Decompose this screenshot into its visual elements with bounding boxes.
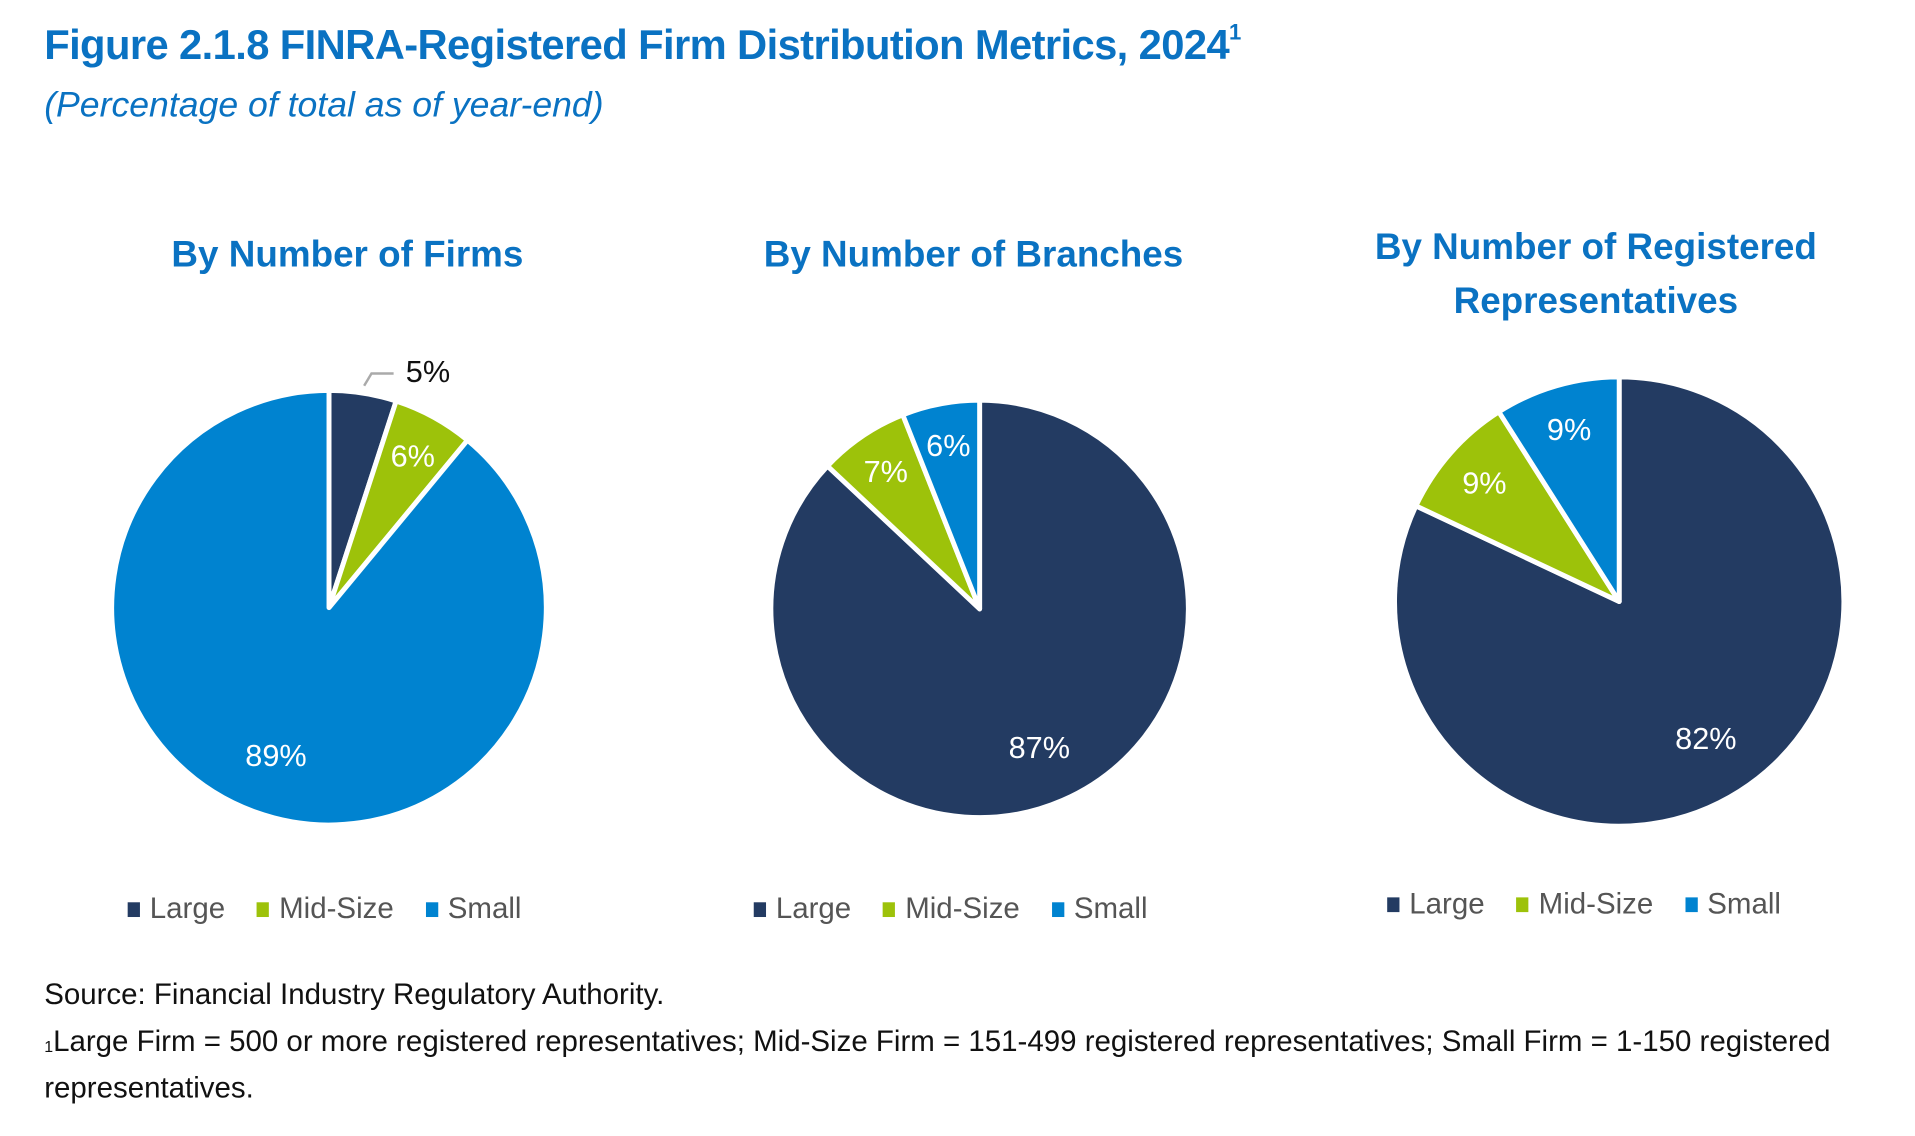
figure-title-text: Figure 2.1.8 FINRA-Registered Firm Distr… (44, 22, 1230, 69)
definition-note: 1Large Firm = 500 or more registered rep… (44, 1019, 1836, 1112)
pie-slice-large (768, 397, 1191, 820)
legend-label: Small (1707, 887, 1781, 921)
data-label: 7% (864, 454, 908, 489)
figure-subtitle: (Percentage of total as of year-end) (44, 85, 604, 126)
legend-swatch (753, 902, 767, 918)
data-label: 6% (391, 438, 435, 473)
chart-title-firms: By Number of Firms (171, 234, 524, 275)
legend-item-large: Large (753, 892, 852, 926)
legend-swatch (883, 902, 896, 918)
pie-slice-mid-size (1413, 409, 1622, 604)
data-label: 89% (245, 738, 306, 773)
legend-label: Large (149, 892, 226, 926)
chart-title-branches: By Number of Branches (763, 234, 1184, 275)
legend-item-small: Small (425, 892, 522, 926)
legend-swatch (127, 902, 140, 918)
data-label: 6% (926, 428, 970, 463)
legend-firms: Large Mid-Size Small (127, 892, 522, 926)
data-label: 82% (1675, 721, 1736, 756)
legend-item-small: Small (1051, 892, 1148, 926)
legend-reps: Large Mid-Size Small (1387, 888, 1781, 922)
note-marker: 1 (44, 1037, 54, 1056)
pie-slice-large (1392, 374, 1847, 829)
data-label: 87% (1009, 730, 1070, 765)
figure-title: Figure 2.1.8 FINRA-Registered Firm Distr… (44, 19, 1241, 70)
legend-item-mid-size: Mid-Size (257, 892, 394, 926)
pie-slice-small (1496, 374, 1622, 604)
legend-label: Mid-Size (279, 892, 394, 926)
leader-line (363, 372, 394, 387)
legend-swatch (1685, 897, 1698, 913)
legend-swatch (1516, 897, 1529, 913)
note-text: Large Firm = 500 or more registered repr… (44, 1025, 1831, 1105)
legend-label: Small (1073, 892, 1148, 926)
pie-slice-small (109, 387, 549, 828)
legend-swatch (257, 902, 270, 918)
legend-label: Large (775, 892, 852, 926)
legend-label: Small (447, 892, 522, 926)
legend-item-small: Small (1685, 888, 1781, 922)
legend-label: Mid-Size (905, 892, 1020, 926)
source-note: Source: Financial Industry Regulatory Au… (44, 978, 665, 1012)
legend-swatch (1387, 897, 1400, 913)
data-label: 9% (1462, 466, 1506, 501)
chart-title-reps: By Number of Registered Representatives (1374, 227, 1817, 322)
data-label: 5% (406, 354, 450, 389)
legend-item-mid-size: Mid-Size (1516, 887, 1654, 922)
footer: Source: Financial Industry Regulatory Au… (44, 972, 1836, 1112)
legend-item-large: Large (1387, 887, 1485, 922)
legend-swatch (425, 902, 438, 918)
footnote-marker: 1 (1229, 19, 1241, 45)
legend-label: Mid-Size (1538, 887, 1654, 921)
legend-swatch (1051, 902, 1065, 918)
pie-slice-small (900, 397, 983, 612)
legend-item-large: Large (127, 892, 226, 926)
data-label: 9% (1547, 412, 1591, 447)
legend-branches: Large Mid-Size Small (753, 892, 1148, 926)
legend-label: Large (1409, 887, 1485, 921)
legend-item-mid-size: Mid-Size (883, 892, 1020, 926)
